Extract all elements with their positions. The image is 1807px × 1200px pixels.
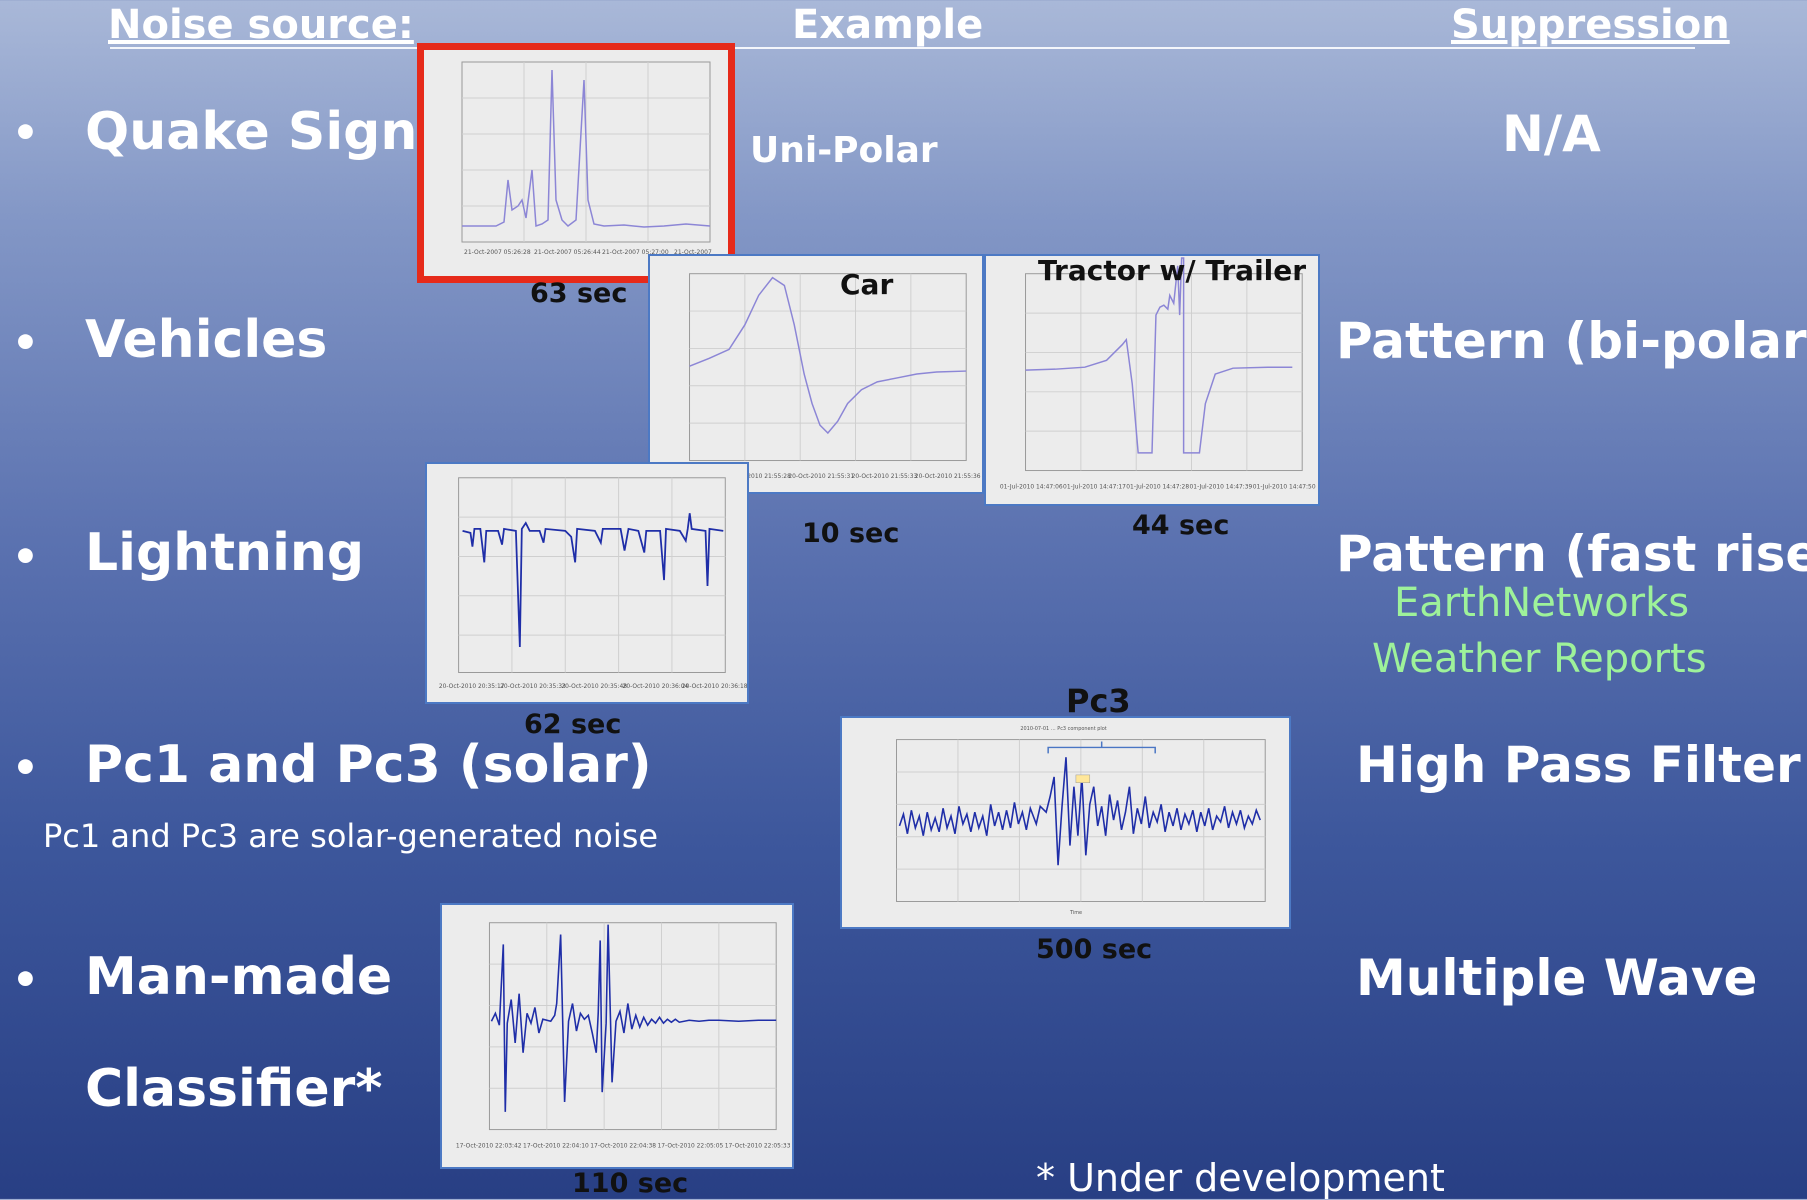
svg-text:01-Jul-2010 14:47:06: 01-Jul-2010 14:47:06 [1000,484,1063,490]
quake-signal-plot: 21-Oct-2007 05:26:28 21-Oct-2007 05:26:44… [417,43,735,283]
suppression-manmade: Multiple Wave [1356,949,1758,1007]
svg-text:20-Oct-2010 20:35:33: 20-Oct-2010 20:35:33 [500,684,566,690]
svg-text:2010-07-01 … Pc3 component plo: 2010-07-01 … Pc3 component plot [1020,726,1106,732]
car-plot: 20-Oct-2010 21:55:2620-Oct-2010 21:55:28… [648,254,984,494]
row-label-vehicles: Vehicles [85,310,328,370]
header-noise-source: Noise source: [108,2,414,48]
pc3-duration: 500 sec [1036,934,1153,965]
tractor-plot: 01-Jul-2010 14:47:06 01-Jul-2010 14:47:17… [984,254,1320,506]
header-example: Example [792,2,984,48]
manmade-plot-svg: 17-Oct-2010 22:03:42 17-Oct-2010 22:04:10… [456,922,791,1149]
svg-text:20-Oct-2010 21:55:31: 20-Oct-2010 21:55:31 [788,474,854,480]
svg-text:20-Oct-2010 21:55:33: 20-Oct-2010 21:55:33 [852,474,918,480]
svg-text:17-Oct-2010 22:04:10: 17-Oct-2010 22:04:10 [523,1143,589,1149]
row-label-solar: Pc1 and Pc3 (solar) [85,735,652,795]
row-label-manmade: Man-made [85,947,393,1007]
svg-text:21-Oct-2007: 21-Oct-2007 [674,249,712,256]
row-bullet: • [12,955,39,1004]
svg-text:20-Oct-2010 20:35:17: 20-Oct-2010 20:35:17 [439,684,505,690]
svg-text:20-Oct-2010 21:55:36: 20-Oct-2010 21:55:36 [915,474,981,480]
footnote: * Under development [1036,1156,1445,1200]
suppression-lightning: Pattern (fast rise)* [1336,525,1807,583]
row-bullet: • [12,743,39,792]
svg-text:20-Oct-2010 20:35:48: 20-Oct-2010 20:35:48 [561,684,627,690]
lightning-duration: 62 sec [524,709,622,740]
tractor-duration: 44 sec [1132,510,1230,541]
svg-text:20-Oct-2010 20:36:04: 20-Oct-2010 20:36:04 [623,684,689,690]
lightning-plot: 20-Oct-2010 20:35:17 20-Oct-2010 20:35:33… [425,462,749,704]
row-bullet: • [12,318,39,367]
quake-duration: 63 sec [530,278,628,309]
quake-annotation: Uni-Polar [750,130,938,171]
car-duration: 10 sec [802,518,900,549]
svg-text:17-Oct-2010 22:05:05: 17-Oct-2010 22:05:05 [658,1143,724,1149]
svg-text:21-Oct-2007 05:27:00: 21-Oct-2007 05:27:00 [602,249,669,256]
suppression-quake: N/A [1502,105,1601,163]
car-plot-svg: 20-Oct-2010 21:55:2620-Oct-2010 21:55:28… [664,273,981,480]
pc3-plot: 2010-07-01 … Pc3 component plot Time [840,716,1291,929]
svg-text:17-Oct-2010 22:05:33: 17-Oct-2010 22:05:33 [725,1143,791,1149]
svg-text:01-Jul-2010 14:47:50: 01-Jul-2010 14:47:50 [1253,484,1316,490]
svg-text:01-Jul-2010 14:47:39: 01-Jul-2010 14:47:39 [1190,484,1253,490]
row-label-lightning: Lightning [85,523,365,583]
tractor-plot-svg: 01-Jul-2010 14:47:06 01-Jul-2010 14:47:17… [1000,257,1316,490]
svg-text:01-Jul-2010 14:47:28: 01-Jul-2010 14:47:28 [1126,484,1189,490]
manmade-plot: 17-Oct-2010 22:03:42 17-Oct-2010 22:04:10… [440,903,794,1169]
source-earthnetworks: EarthNetworks [1394,580,1690,626]
svg-text:17-Oct-2010 22:04:38: 17-Oct-2010 22:04:38 [590,1143,656,1149]
header-suppression: Suppression [1451,2,1730,48]
classifier-label: Classifier* [85,1059,383,1119]
svg-text:01-Jul-2010 14:47:17: 01-Jul-2010 14:47:17 [1063,484,1126,490]
row-label-quake: Quake Signal [85,102,471,162]
manmade-duration: 110 sec [572,1168,689,1199]
suppression-vehicles: Pattern (bi-polar)* [1336,312,1807,370]
row-bullet: • [12,532,39,581]
svg-text:21-Oct-2007 05:26:44: 21-Oct-2007 05:26:44 [534,249,601,256]
svg-text:17-Oct-2010 22:03:42: 17-Oct-2010 22:03:42 [456,1143,522,1149]
row-bullet: • [12,108,39,157]
svg-text:Time: Time [1069,910,1082,916]
pc3-title: Pc3 [1066,682,1131,720]
svg-text:20-Oct-2010 21:55:28: 20-Oct-2010 21:55:28 [725,474,791,480]
tractor-title: Tractor w/ Trailer [1038,254,1307,287]
svg-text:20-Oct-2010 20:36:18: 20-Oct-2010 20:36:18 [682,684,747,690]
header-divider [110,47,1695,49]
suppression-solar: High Pass Filter [1356,736,1801,794]
quake-plot-svg: 21-Oct-2007 05:26:28 21-Oct-2007 05:26:44… [461,61,712,256]
pc3-plot-svg: 2010-07-01 … Pc3 component plot Time [896,726,1266,916]
solar-note: Pc1 and Pc3 are solar-generated noise [43,817,659,855]
car-title: Car [840,268,894,301]
source-weather-reports: Weather Reports [1372,636,1707,682]
svg-text:21-Oct-2007 05:26:28: 21-Oct-2007 05:26:28 [464,249,531,256]
